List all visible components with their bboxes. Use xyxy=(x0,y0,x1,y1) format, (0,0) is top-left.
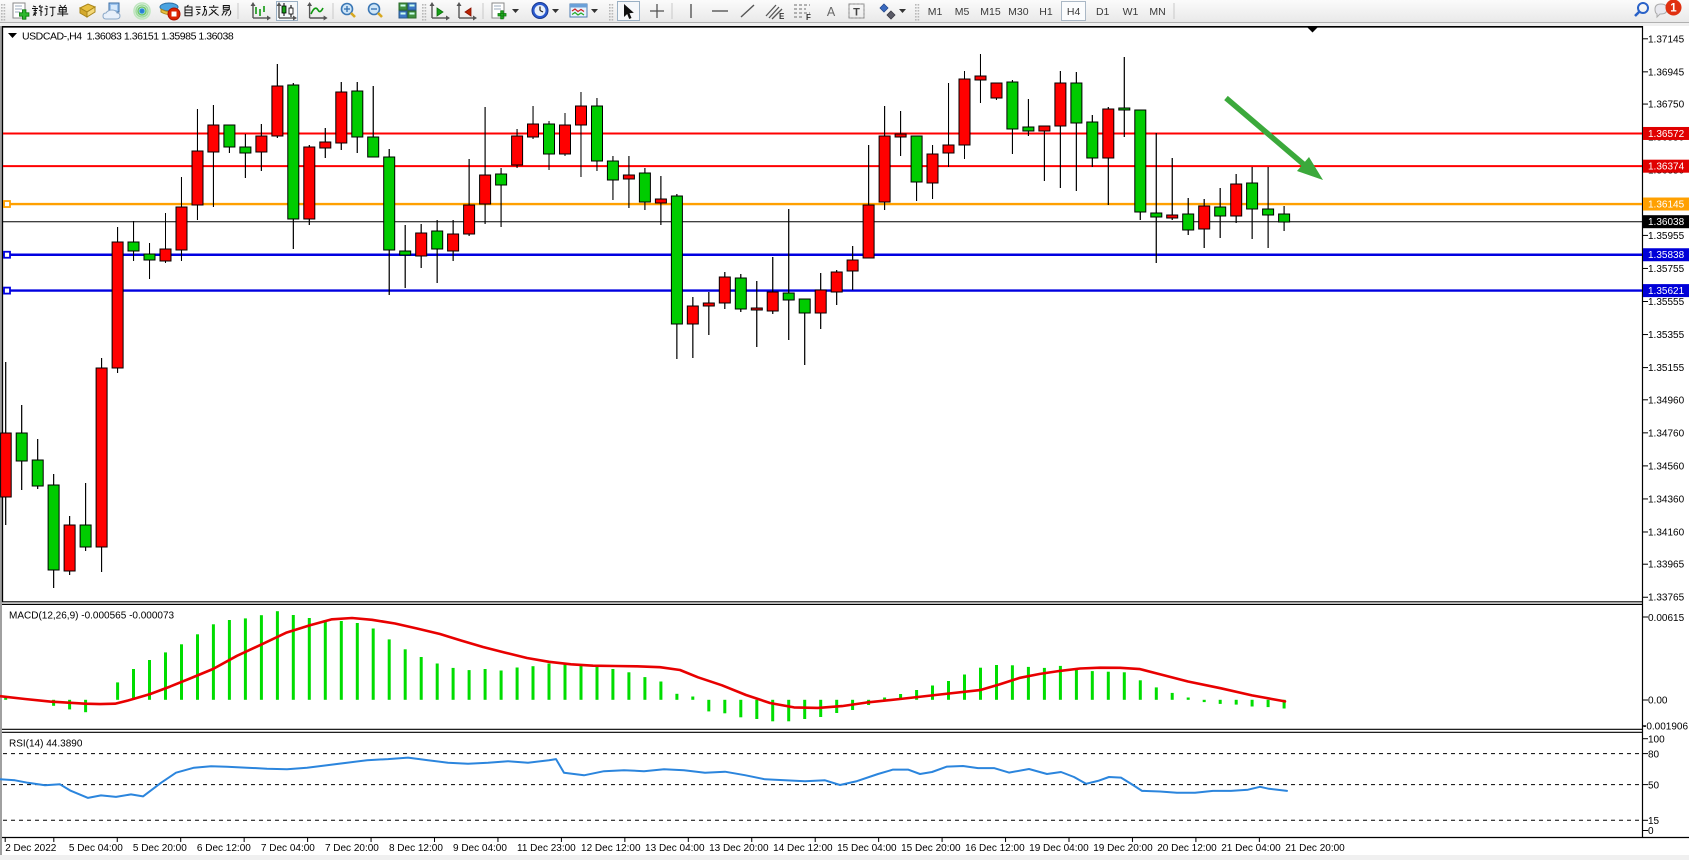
svg-text:1.34560: 1.34560 xyxy=(1648,461,1685,472)
svg-text:M5: M5 xyxy=(955,6,970,18)
svg-text:1: 1 xyxy=(1670,3,1677,15)
svg-text:1.34360: 1.34360 xyxy=(1648,494,1685,505)
svg-text:RSI(14) 44.3890: RSI(14) 44.3890 xyxy=(9,739,83,750)
svg-text:T: T xyxy=(853,7,860,19)
svg-text:H1: H1 xyxy=(1039,6,1053,18)
svg-text:1.35955: 1.35955 xyxy=(1648,231,1685,242)
svg-text:1.34960: 1.34960 xyxy=(1648,395,1685,406)
svg-text:1.36374: 1.36374 xyxy=(1648,162,1685,173)
svg-text:1.35155: 1.35155 xyxy=(1648,363,1685,374)
svg-text:1.35355: 1.35355 xyxy=(1648,330,1685,341)
svg-text:1.36572: 1.36572 xyxy=(1648,129,1685,140)
svg-text:7 Dec 04:00: 7 Dec 04:00 xyxy=(261,843,315,854)
svg-text:M30: M30 xyxy=(1008,6,1029,18)
svg-text:MACD(12,26,9) -0.000565 -0.000: MACD(12,26,9) -0.000565 -0.000073 xyxy=(9,611,175,622)
svg-text:E: E xyxy=(779,12,785,21)
svg-text:A: A xyxy=(827,5,836,19)
svg-text:H4: H4 xyxy=(1067,6,1081,18)
svg-text:1.35838: 1.35838 xyxy=(1648,250,1685,261)
svg-text:M1: M1 xyxy=(928,6,943,18)
svg-text:6 Dec 12:00: 6 Dec 12:00 xyxy=(197,843,251,854)
svg-text:9 Dec 04:00: 9 Dec 04:00 xyxy=(453,843,507,854)
svg-text:21 Dec 04:00: 21 Dec 04:00 xyxy=(1221,843,1281,854)
svg-text:M15: M15 xyxy=(980,6,1001,18)
svg-text:13 Dec 20:00: 13 Dec 20:00 xyxy=(709,843,769,854)
svg-text:7 Dec 20:00: 7 Dec 20:00 xyxy=(325,843,379,854)
svg-text:80: 80 xyxy=(1648,749,1660,760)
svg-text:1.36145: 1.36145 xyxy=(1648,200,1685,211)
svg-text:F: F xyxy=(806,13,811,22)
svg-text:1.37145: 1.37145 xyxy=(1648,34,1685,45)
svg-text:1.35621: 1.35621 xyxy=(1648,286,1685,297)
svg-text:1.33765: 1.33765 xyxy=(1648,593,1685,604)
svg-text:1.33965: 1.33965 xyxy=(1648,560,1685,571)
svg-text:5 Dec 04:00: 5 Dec 04:00 xyxy=(69,843,123,854)
svg-text:12 Dec 12:00: 12 Dec 12:00 xyxy=(581,843,641,854)
svg-text:0.00: 0.00 xyxy=(1648,696,1668,707)
svg-text:14 Dec 12:00: 14 Dec 12:00 xyxy=(773,843,833,854)
svg-text:21 Dec 20:00: 21 Dec 20:00 xyxy=(1285,843,1345,854)
svg-text:1.36750: 1.36750 xyxy=(1648,100,1685,111)
svg-text:1.35555: 1.35555 xyxy=(1648,297,1685,308)
svg-text:0.00615: 0.00615 xyxy=(1648,613,1685,624)
svg-text:1.36038: 1.36038 xyxy=(1648,217,1685,228)
svg-text:16 Dec 12:00: 16 Dec 12:00 xyxy=(965,843,1025,854)
svg-text:0: 0 xyxy=(1648,826,1654,837)
svg-text:5 Dec 20:00: 5 Dec 20:00 xyxy=(133,843,187,854)
svg-text:19 Dec 20:00: 19 Dec 20:00 xyxy=(1093,843,1153,854)
svg-text:15 Dec 20:00: 15 Dec 20:00 xyxy=(901,843,961,854)
svg-text:11 Dec 23:00: 11 Dec 23:00 xyxy=(517,843,576,854)
svg-text:1.34160: 1.34160 xyxy=(1648,527,1685,538)
svg-text:1.34760: 1.34760 xyxy=(1648,428,1685,439)
svg-text:1.36945: 1.36945 xyxy=(1648,67,1685,78)
svg-text:-0.001906: -0.001906 xyxy=(1643,722,1688,733)
svg-text:20 Dec 12:00: 20 Dec 12:00 xyxy=(1157,843,1217,854)
svg-text:50: 50 xyxy=(1648,780,1660,791)
svg-text:USDCAD-,H4 1.36083 1.36151 1.: USDCAD-,H4 1.36083 1.36151 1.35985 1.360… xyxy=(22,31,234,43)
svg-text:2 Dec 2022: 2 Dec 2022 xyxy=(5,843,57,854)
svg-text:15 Dec 04:00: 15 Dec 04:00 xyxy=(837,843,897,854)
svg-text:19 Dec 04:00: 19 Dec 04:00 xyxy=(1029,843,1089,854)
svg-text:15: 15 xyxy=(1648,816,1660,827)
svg-text:100: 100 xyxy=(1648,735,1665,746)
svg-text:MN: MN xyxy=(1149,6,1165,18)
svg-text:D1: D1 xyxy=(1096,6,1110,18)
svg-text:1.35755: 1.35755 xyxy=(1648,264,1685,275)
svg-text:13 Dec 04:00: 13 Dec 04:00 xyxy=(645,843,705,854)
svg-text:8 Dec 12:00: 8 Dec 12:00 xyxy=(389,843,443,854)
svg-text:W1: W1 xyxy=(1123,6,1139,18)
